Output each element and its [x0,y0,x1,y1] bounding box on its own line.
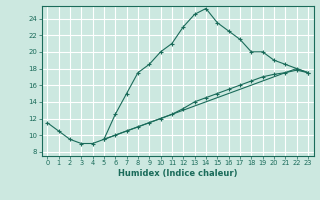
X-axis label: Humidex (Indice chaleur): Humidex (Indice chaleur) [118,169,237,178]
